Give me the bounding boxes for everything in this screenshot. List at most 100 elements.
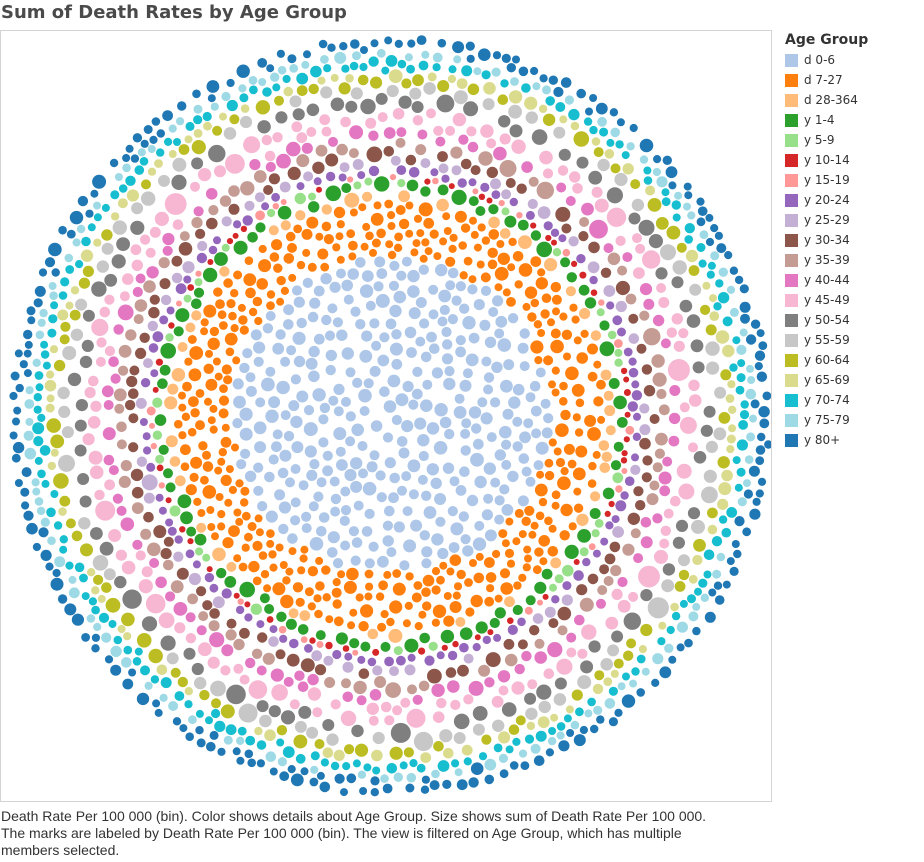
bubble-mark[interactable] bbox=[320, 262, 330, 272]
bubble-mark[interactable] bbox=[327, 531, 340, 544]
bubble-mark[interactable] bbox=[192, 560, 201, 569]
bubble-mark[interactable] bbox=[718, 412, 731, 424]
bubble-mark[interactable] bbox=[131, 486, 144, 499]
bubble-mark[interactable] bbox=[679, 299, 693, 313]
bubble-mark[interactable] bbox=[418, 680, 430, 692]
bubble-mark[interactable] bbox=[380, 774, 389, 783]
bubble-mark[interactable] bbox=[530, 298, 540, 308]
bubble-mark[interactable] bbox=[534, 483, 548, 497]
bubble-mark[interactable] bbox=[390, 722, 411, 743]
bubble-mark[interactable] bbox=[504, 215, 517, 228]
bubble-mark[interactable] bbox=[662, 155, 672, 165]
bubble-mark[interactable] bbox=[615, 140, 624, 149]
bubble-mark[interactable] bbox=[171, 174, 187, 190]
bubble-mark[interactable] bbox=[628, 591, 639, 602]
bubble-mark[interactable] bbox=[529, 380, 541, 392]
bubble-mark[interactable] bbox=[593, 360, 602, 369]
bubble-mark[interactable] bbox=[524, 734, 535, 744]
bubble-mark[interactable] bbox=[325, 615, 334, 624]
bubble-mark[interactable] bbox=[300, 767, 309, 776]
bubble-mark[interactable] bbox=[532, 82, 541, 91]
bubble-mark[interactable] bbox=[524, 505, 535, 516]
bubble-mark[interactable] bbox=[560, 409, 571, 421]
bubble-mark[interactable] bbox=[282, 576, 291, 585]
bubble-mark[interactable] bbox=[265, 311, 276, 321]
bubble-mark[interactable] bbox=[736, 467, 746, 477]
bubble-mark[interactable] bbox=[290, 515, 301, 526]
bubble-mark[interactable] bbox=[315, 581, 325, 591]
bubble-mark[interactable] bbox=[524, 692, 537, 705]
legend-item[interactable]: y 75-79 bbox=[785, 410, 920, 430]
bubble-mark[interactable] bbox=[256, 278, 268, 290]
bubble-mark[interactable] bbox=[512, 737, 521, 747]
bubble-mark[interactable] bbox=[225, 724, 237, 736]
bubble-mark[interactable] bbox=[547, 546, 559, 557]
bubble-mark[interactable] bbox=[676, 242, 687, 253]
bubble-mark[interactable] bbox=[266, 616, 274, 623]
legend-item[interactable]: y 25-29 bbox=[785, 210, 920, 230]
bubble-mark[interactable] bbox=[78, 517, 91, 530]
bubble-mark[interactable] bbox=[544, 258, 558, 272]
bubble-mark[interactable] bbox=[89, 465, 104, 480]
bubble-mark[interactable] bbox=[449, 233, 458, 242]
bubble-mark[interactable] bbox=[177, 676, 188, 688]
bubble-mark[interactable] bbox=[225, 629, 237, 641]
bubble-mark[interactable] bbox=[325, 185, 342, 202]
bubble-mark[interactable] bbox=[280, 594, 294, 609]
bubble-mark[interactable] bbox=[713, 427, 727, 441]
bubble-mark[interactable] bbox=[358, 668, 370, 679]
bubble-mark[interactable] bbox=[684, 223, 695, 234]
bubble-mark[interactable] bbox=[421, 558, 432, 569]
bubble-mark[interactable] bbox=[99, 541, 114, 556]
bubble-mark[interactable] bbox=[431, 367, 443, 379]
bubble-mark[interactable] bbox=[221, 423, 230, 432]
bubble-mark[interactable] bbox=[420, 399, 433, 413]
bubble-mark[interactable] bbox=[610, 669, 619, 678]
legend-item[interactable]: d 28-364 bbox=[785, 90, 920, 110]
bubble-mark[interactable] bbox=[269, 252, 280, 262]
bubble-mark[interactable] bbox=[40, 350, 50, 359]
bubble-mark[interactable] bbox=[422, 601, 432, 611]
bubble-mark[interactable] bbox=[280, 710, 296, 725]
bubble-mark[interactable] bbox=[411, 592, 422, 603]
bubble-mark[interactable] bbox=[521, 516, 531, 526]
bubble-mark[interactable] bbox=[340, 486, 351, 497]
bubble-mark[interactable] bbox=[486, 197, 493, 204]
bubble-mark[interactable] bbox=[620, 457, 628, 464]
bubble-mark[interactable] bbox=[345, 436, 356, 447]
bubble-mark[interactable] bbox=[601, 451, 612, 462]
bubble-mark[interactable] bbox=[705, 213, 714, 222]
bubble-mark[interactable] bbox=[359, 349, 373, 363]
bubble-mark[interactable] bbox=[579, 725, 589, 735]
bubble-mark[interactable] bbox=[291, 441, 304, 454]
bubble-mark[interactable] bbox=[600, 369, 612, 381]
bubble-mark[interactable] bbox=[202, 600, 213, 611]
bubble-mark[interactable] bbox=[551, 595, 560, 604]
bubble-mark[interactable] bbox=[140, 234, 151, 245]
bubble-mark[interactable] bbox=[175, 308, 190, 323]
bubble-mark[interactable] bbox=[688, 611, 699, 622]
bubble-mark[interactable] bbox=[493, 146, 507, 161]
bubble-mark[interactable] bbox=[581, 202, 594, 216]
bubble-mark[interactable] bbox=[134, 165, 145, 175]
bubble-mark[interactable] bbox=[371, 238, 381, 248]
bubble-mark[interactable] bbox=[317, 248, 329, 260]
bubble-mark[interactable] bbox=[74, 562, 85, 573]
bubble-mark[interactable] bbox=[442, 339, 453, 350]
bubble-mark[interactable] bbox=[524, 96, 538, 110]
bubble-mark[interactable] bbox=[404, 638, 419, 653]
bubble-mark[interactable] bbox=[481, 236, 491, 245]
bubble-mark[interactable] bbox=[429, 343, 440, 355]
bubble-mark[interactable] bbox=[416, 229, 425, 238]
bubble-mark[interactable] bbox=[160, 635, 176, 651]
bubble-mark[interactable] bbox=[487, 629, 494, 636]
bubble-mark[interactable] bbox=[108, 356, 119, 368]
bubble-mark[interactable] bbox=[639, 283, 653, 296]
bubble-mark[interactable] bbox=[612, 526, 624, 538]
bubble-mark[interactable] bbox=[84, 387, 96, 399]
bubble-mark[interactable] bbox=[670, 602, 679, 612]
bubble-mark[interactable] bbox=[269, 767, 278, 776]
bubble-mark[interactable] bbox=[202, 450, 211, 460]
bubble-mark[interactable] bbox=[92, 174, 107, 189]
bubble-mark[interactable] bbox=[58, 291, 68, 300]
